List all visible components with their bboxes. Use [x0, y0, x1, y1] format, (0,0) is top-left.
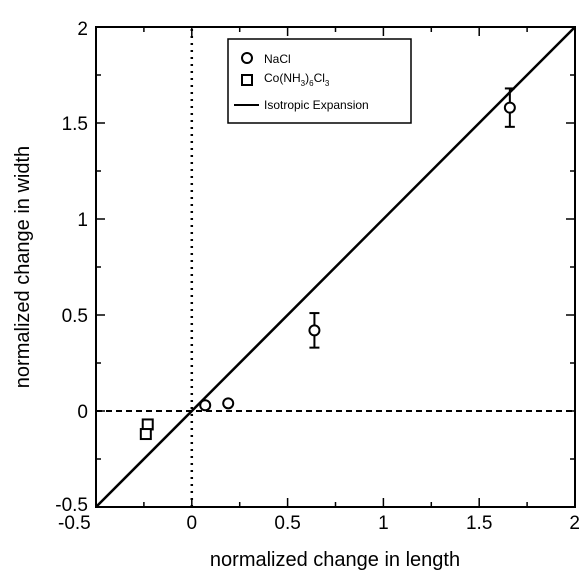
nacl-point [222, 397, 235, 410]
nacl-point [503, 101, 516, 114]
y-tick-label: 1 [77, 210, 88, 231]
nacl-point [308, 324, 321, 337]
legend-marker-nacl [241, 52, 253, 64]
y-tick-label: 0.5 [62, 306, 88, 327]
reference-lines [95, 26, 576, 508]
legend-label-nacl: NaCl [264, 52, 291, 66]
legend-marker-co [241, 74, 253, 86]
nacl-point [199, 399, 212, 412]
x-tick-label: 0 [187, 513, 198, 534]
data-points [139, 87, 516, 441]
x-axis-label: normalized change in length [210, 549, 460, 571]
legend-co-sub3: 3 [325, 79, 330, 88]
legend-co-end: Cl [314, 71, 325, 85]
y-tick-label: -0.5 [55, 495, 88, 516]
y-tick-label: 2 [77, 19, 88, 40]
x-tick-label: 2 [569, 513, 580, 534]
legend-co-main: Co(NH [264, 71, 301, 85]
co-complex-point [141, 418, 154, 431]
isotropic-expansion-line [95, 26, 576, 508]
x-tick-label: -0.5 [58, 513, 91, 534]
legend-co-sub2: 6 [309, 79, 314, 88]
x-tick-label: 0.5 [274, 513, 300, 534]
legend: NaCl Co(NH3)6Cl3 Isotropic Expansion [227, 38, 412, 124]
legend-label-iso: Isotropic Expansion [264, 98, 369, 112]
axis-ticks [95, 26, 576, 508]
y-tick-label: 1.5 [62, 114, 88, 135]
x-tick-label: 1.5 [466, 513, 492, 534]
tick-labels: -0.5 0 0.5 1 1.5 2 -0.5 0 0.5 1 1.5 2 [55, 19, 580, 534]
legend-box [227, 38, 412, 124]
legend-co-mid: ) [305, 71, 309, 85]
legend-co-sub1: 3 [301, 79, 306, 88]
legend-label-co: Co(NH3)6Cl3 [264, 71, 330, 88]
co-complex-point [139, 428, 152, 441]
x-tick-label: 1 [378, 513, 389, 534]
y-tick-label: 0 [77, 402, 88, 423]
y-axis-label: normalized change in width [12, 146, 34, 388]
